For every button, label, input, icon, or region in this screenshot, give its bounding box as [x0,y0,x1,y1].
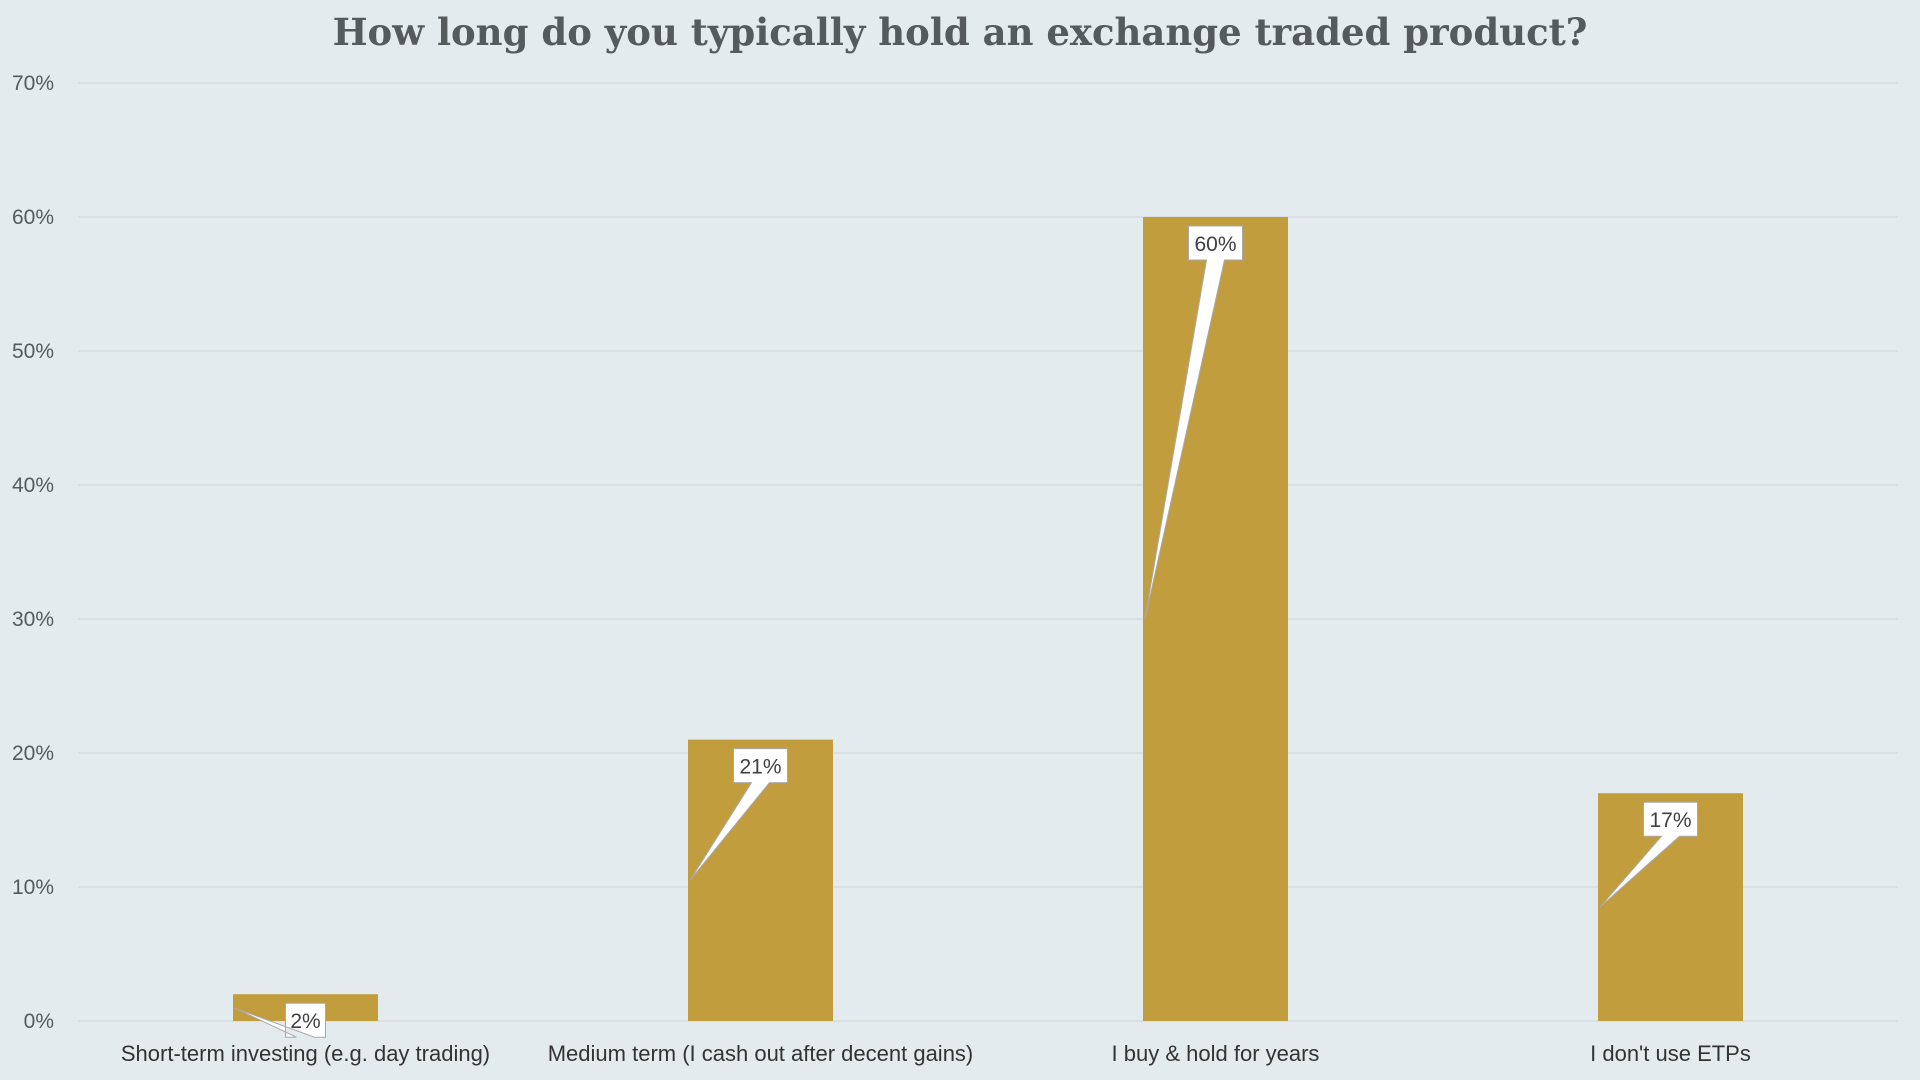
data-label: 17% [1649,809,1691,832]
x-category-label: Medium term (I cash out after decent gai… [548,1041,974,1066]
data-label-callout [234,1002,326,1038]
y-tick-label: 20% [12,742,54,765]
y-tick-label: 70% [12,72,54,95]
y-tick-label: 30% [12,608,54,631]
data-label: 2% [290,1010,320,1033]
data-label: 21% [739,756,781,779]
y-tick-label: 10% [12,876,54,899]
y-tick-label: 40% [12,474,54,497]
bar [1143,217,1288,1021]
x-category-label: I buy & hold for years [1112,1041,1320,1066]
data-label-callout [1144,225,1243,620]
data-label-callout [689,748,788,881]
x-category-label: Short-term investing (e.g. day trading) [121,1041,490,1066]
chart-title: How long do you typically hold an exchan… [332,10,1588,54]
y-tick-label: 60% [12,206,54,229]
data-label: 60% [1194,233,1236,256]
y-tick-label: 50% [12,340,54,363]
y-tick-label: 0% [24,1010,54,1033]
x-category-label: I don't use ETPs [1590,1041,1751,1066]
data-label-callout [1599,801,1698,908]
